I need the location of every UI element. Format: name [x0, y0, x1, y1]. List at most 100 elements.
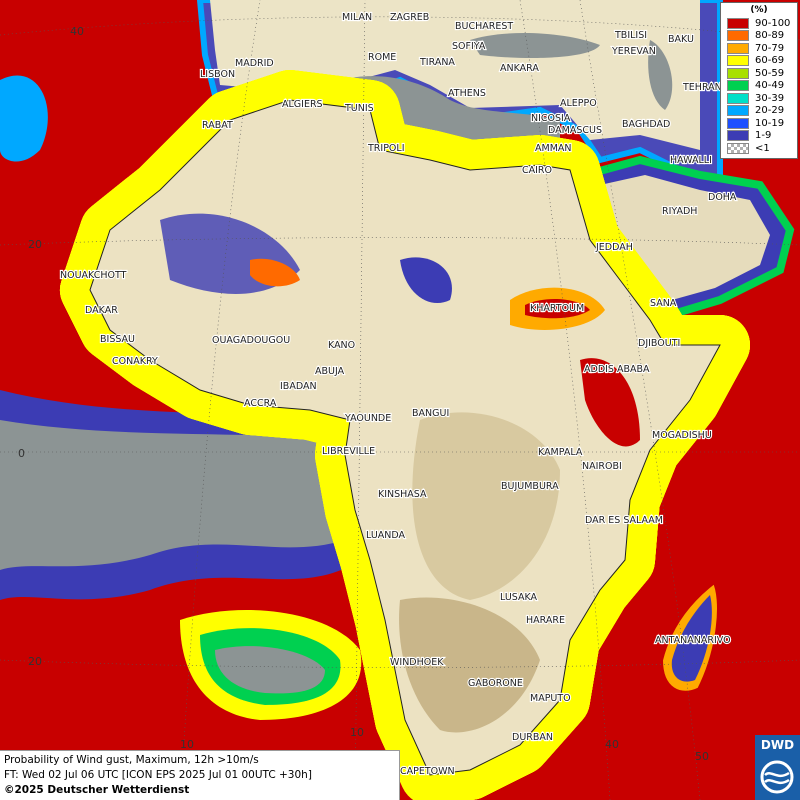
city-label: TEHRAN [682, 82, 722, 93]
legend-swatch [727, 55, 749, 67]
city-label: RIYADH [662, 206, 697, 217]
city-label: ANTANANARIVO [655, 635, 731, 646]
city-label: KAMPALA [538, 447, 583, 458]
graticule-line [354, 0, 366, 800]
legend-label: 40-49 [755, 80, 785, 92]
gust-area [250, 258, 300, 287]
grid-label: 40 [70, 25, 84, 38]
city-label: TIRANA [419, 57, 455, 68]
sea-gray [648, 40, 673, 110]
city-label: KINSHASA [378, 489, 427, 500]
gust-area [580, 358, 640, 447]
city-label: WINDHOEK [390, 657, 444, 668]
graticule-line [179, 0, 261, 800]
legend-label: 80-89 [755, 30, 785, 42]
city-label: ATHENS [448, 88, 486, 99]
city-label: LUANDA [366, 530, 406, 541]
city-label: MOGADISHU [652, 430, 712, 441]
city-label: BUCHAREST [455, 21, 513, 32]
grid-label: 20 [28, 238, 42, 251]
legend-entry: 30-39 [721, 92, 797, 105]
city-label: KHARTOUM [530, 303, 584, 314]
city-label: ADDIS ABABA [584, 364, 650, 375]
city-label: DOHA [708, 192, 737, 203]
city-label: GABORONE [468, 678, 523, 689]
city-label: TBILISI [614, 30, 647, 41]
city-label: RABAT [202, 120, 233, 131]
legend-swatch [727, 17, 749, 29]
legend: (%) 90-100 80-89 70-79 60-69 50-59 40-49 30-39… [720, 2, 798, 159]
legend-label: 10-19 [755, 117, 785, 129]
city-label: IBADAN [280, 381, 317, 392]
city-label: ZAGREB [390, 12, 429, 23]
city-label: HAWALLI [670, 155, 712, 166]
legend-label: 30-39 [755, 92, 785, 104]
legend-label: <1 [755, 142, 770, 154]
legend-label: 60-69 [755, 55, 785, 67]
legend-rows: 90-100 80-89 70-79 60-69 50-59 40-49 30-39 20-2… [721, 17, 797, 155]
legend-entry: 40-49 [721, 80, 797, 93]
grid-label: 0 [18, 447, 25, 460]
city-label: BUJUMBURA [501, 481, 559, 492]
city-label: BISSAU [100, 334, 135, 345]
legend-entry: 90-100 [721, 17, 797, 30]
grid-label: 10 [350, 726, 364, 739]
city-label: CONAKRY [112, 356, 158, 367]
city-label: SOFIYA [452, 41, 486, 52]
city-label: OUAGADOUGOU [212, 335, 290, 346]
legend-swatch [727, 42, 749, 54]
caption-line: FT: Wed 02 Jul 06 UTC [ICON EPS 2025 Jul… [4, 769, 312, 781]
legend-swatch [727, 105, 749, 117]
graticule-line [0, 16, 800, 41]
legend-unit: (%) [750, 5, 768, 15]
city-label: NAIROBI [582, 461, 622, 472]
land-relief [399, 597, 540, 733]
caption-line: ©2025 Deutscher Wetterdienst [4, 784, 190, 796]
city-label: TUNIS [344, 103, 374, 114]
legend-entry: <1 [721, 142, 797, 155]
gust-area [400, 257, 452, 304]
city-label: DAKAR [85, 305, 118, 316]
legend-swatch [727, 117, 749, 129]
legend-label: 70-79 [755, 42, 785, 54]
legend-swatch [727, 92, 749, 104]
legend-entry: 70-79 [721, 42, 797, 55]
city-label: ANKARA [500, 63, 539, 74]
land-relief [412, 412, 560, 600]
ocean-gray [0, 420, 345, 570]
grid-label: 40 [605, 738, 619, 751]
legend-swatch [727, 80, 749, 92]
label-layer: MILAN ZAGREB BUCHAREST TBILISI BAKU MADRID ROM… [18, 11, 738, 778]
city-label: KANO [328, 340, 355, 351]
legend-entry: 80-89 [721, 30, 797, 43]
land-north [210, 0, 700, 150]
logo-ring [760, 760, 794, 794]
logo-text: DWD [760, 738, 795, 752]
legend-label: 90-100 [755, 17, 791, 29]
legend-entry: 20-29 [721, 105, 797, 118]
legend-entry: 60-69 [721, 55, 797, 68]
city-label: NICOSIA [531, 113, 571, 124]
legend-entry: 1-9 [721, 130, 797, 143]
legend-label: 50-59 [755, 67, 785, 79]
city-label: MAPUTO [530, 693, 571, 704]
city-label: ABUJA [315, 366, 345, 377]
city-label: JEDDAH [595, 242, 633, 253]
city-label: DAR ES SALAAM [585, 515, 663, 526]
graticule-line [0, 659, 800, 668]
city-label: YEREVAN [611, 46, 656, 57]
legend-entry: 10-19 [721, 117, 797, 130]
city-label: BAKU [668, 34, 694, 45]
city-label: BAGHDAD [622, 119, 670, 130]
legend-swatch [727, 130, 749, 142]
city-label: LISBON [200, 69, 235, 80]
city-label: HARARE [526, 615, 565, 626]
city-label: ROME [368, 52, 396, 63]
city-label: ALEPPO [560, 98, 597, 109]
legend-swatch [727, 67, 749, 79]
legend-swatch [727, 30, 749, 42]
city-label: CAIRO [522, 165, 552, 176]
legend-label: 20-29 [755, 105, 785, 117]
ocean-band [0, 75, 48, 162]
